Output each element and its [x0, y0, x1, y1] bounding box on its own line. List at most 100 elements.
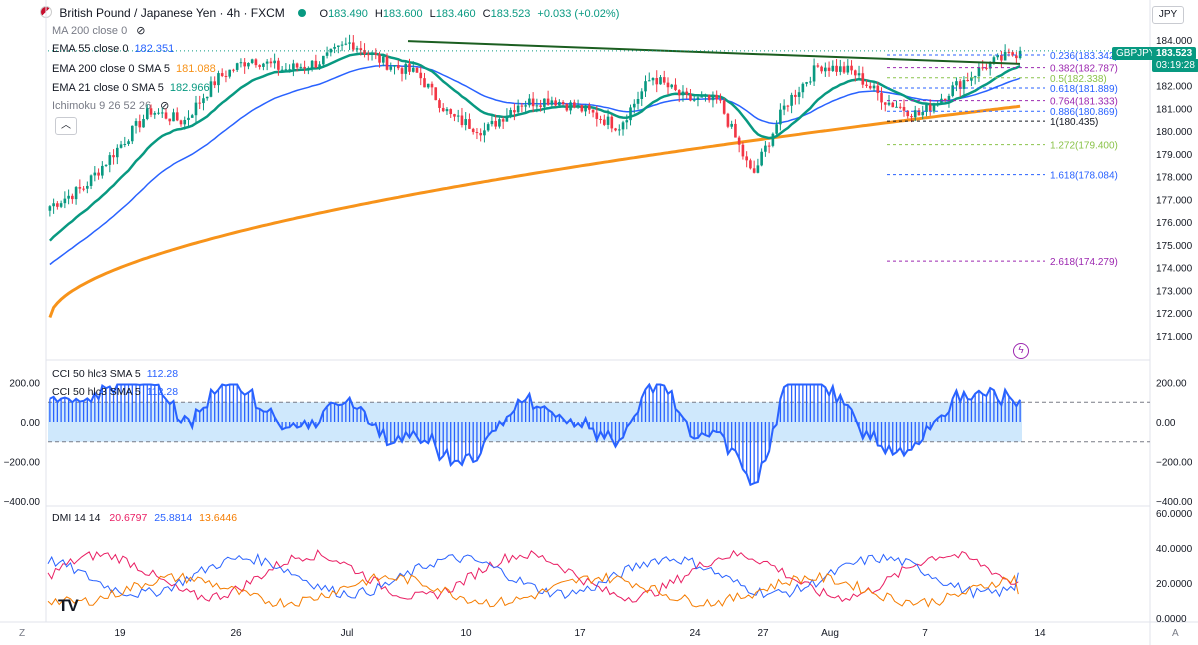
- candle-body: [490, 120, 494, 125]
- legend-ema200[interactable]: EMA 200 close 0 SMA 5 181.088: [52, 63, 216, 75]
- candle-body: [955, 81, 958, 86]
- candle-body: [647, 80, 651, 82]
- tradingview-logo[interactable]: TV: [58, 596, 79, 615]
- cci-legend-2[interactable]: CCI 50 hlc3 SMA 5 112.28: [52, 386, 179, 398]
- candle-body: [865, 84, 868, 86]
- candle-body: [681, 91, 685, 96]
- candle-body: [483, 130, 486, 136]
- candle-body: [531, 98, 535, 107]
- candle-body: [48, 206, 52, 211]
- price-axis-label: 182.000: [1156, 82, 1193, 93]
- candle-body: [872, 85, 876, 89]
- candle-body: [516, 105, 520, 113]
- adx-line: [47, 571, 1019, 608]
- minus-di-line: [47, 553, 1019, 600]
- fib-level-label: 1.618(178.084): [1050, 171, 1118, 182]
- candle-body: [662, 77, 666, 83]
- candle-body: [337, 45, 340, 47]
- candle-body: [752, 168, 756, 173]
- candle-body: [456, 115, 460, 117]
- candle-body: [790, 94, 793, 106]
- candle-body: [396, 65, 400, 69]
- price-axis-label: 178.000: [1156, 173, 1193, 184]
- candle-body: [606, 116, 610, 125]
- dmi-axis-label: 60.0000: [1156, 509, 1193, 520]
- candle-body: [943, 98, 947, 101]
- candle-body: [528, 98, 531, 106]
- candle-body: [295, 63, 299, 68]
- candle-body: [827, 67, 831, 71]
- candle-body: [850, 65, 853, 71]
- auto-scale-icon[interactable]: A: [1172, 628, 1179, 639]
- cci-axis-label-left: −400.00: [4, 497, 41, 508]
- candle-body: [782, 105, 786, 110]
- price-axis-label: 181.000: [1156, 104, 1193, 115]
- cci-legend-1[interactable]: CCI 50 hlc3 SMA 5 112.28: [52, 368, 179, 380]
- ema200-line: [48, 104, 1021, 319]
- trendline: [407, 40, 1021, 65]
- candle-body: [913, 110, 917, 118]
- candle-body: [479, 133, 482, 136]
- legend-ema55[interactable]: EMA 55 close 0 182.351: [52, 43, 175, 55]
- candle-body: [1015, 55, 1018, 59]
- time-axis-label: Jul: [341, 628, 354, 639]
- candle-body: [153, 113, 157, 115]
- collapse-legend-button[interactable]: ︿: [55, 117, 77, 135]
- candle-body: [232, 69, 235, 71]
- symbol-title[interactable]: British Pound / Japanese Yen · 4h · FXCM: [59, 6, 285, 20]
- candle-body: [797, 92, 801, 97]
- candle-body: [408, 63, 411, 72]
- candle-body: [130, 125, 134, 142]
- candle-body: [636, 99, 640, 104]
- candle-body: [842, 66, 846, 73]
- candle-body: [239, 62, 243, 64]
- change-value: +0.033 (+0.02%): [537, 8, 620, 20]
- high-value: 183.600: [382, 8, 423, 20]
- candle-body: [175, 112, 179, 121]
- hidden-eye-icon[interactable]: ⊘: [160, 100, 170, 112]
- zoom-toggle-icon[interactable]: Z: [19, 628, 26, 639]
- candle-body: [629, 107, 632, 121]
- candle-body: [366, 54, 370, 56]
- candle-body: [389, 66, 393, 70]
- candle-body: [307, 67, 310, 69]
- candle-body: [213, 81, 217, 86]
- alert-flash-icon[interactable]: ϟ: [1013, 343, 1029, 359]
- candle-body: [573, 102, 576, 108]
- legend-ma200[interactable]: MA 200 close 0 ⊘: [52, 25, 146, 37]
- candle-body: [404, 63, 408, 74]
- fib-level-label: 0.886(180.869): [1050, 107, 1118, 118]
- candle-body: [883, 102, 887, 105]
- currency-badge[interactable]: JPY: [1152, 6, 1184, 24]
- candle-body: [438, 100, 441, 108]
- legend-ichimoku[interactable]: Ichimoku 9 26 52 26 ⊘: [52, 100, 170, 112]
- candle-body: [756, 165, 760, 173]
- time-axis-label: 17: [574, 628, 586, 639]
- dmi-pane[interactable]: [47, 549, 1019, 608]
- candle-body: [464, 119, 468, 126]
- candle-body: [97, 172, 100, 176]
- candle-body: [164, 112, 168, 119]
- candle-body: [580, 105, 584, 112]
- candle-body: [363, 50, 366, 55]
- dmi-legend[interactable]: DMI 14 14 20.6797 25.8814 13.6446: [52, 512, 238, 524]
- price-pane[interactable]: 0.236(183.342) 0.382(182.787)0.5(182.338)…: [48, 34, 1150, 319]
- candle-body: [123, 143, 127, 145]
- candle-body: [696, 97, 700, 100]
- candle-body: [910, 116, 913, 118]
- candle-body: [262, 63, 265, 67]
- candle-body: [711, 94, 715, 101]
- candle-body: [805, 82, 808, 84]
- candle-body: [202, 98, 205, 104]
- candle-body: [149, 108, 153, 115]
- candle-body: [906, 110, 910, 117]
- cci-pane[interactable]: [48, 382, 1150, 487]
- hidden-eye-icon[interactable]: ⊘: [136, 25, 146, 37]
- candle-body: [288, 69, 291, 71]
- candle-body: [539, 105, 542, 107]
- candle-body: [119, 144, 123, 148]
- candle-body: [947, 95, 951, 101]
- candle-body: [471, 128, 475, 133]
- legend-ema21[interactable]: EMA 21 close 0 SMA 5 182.966: [52, 82, 210, 94]
